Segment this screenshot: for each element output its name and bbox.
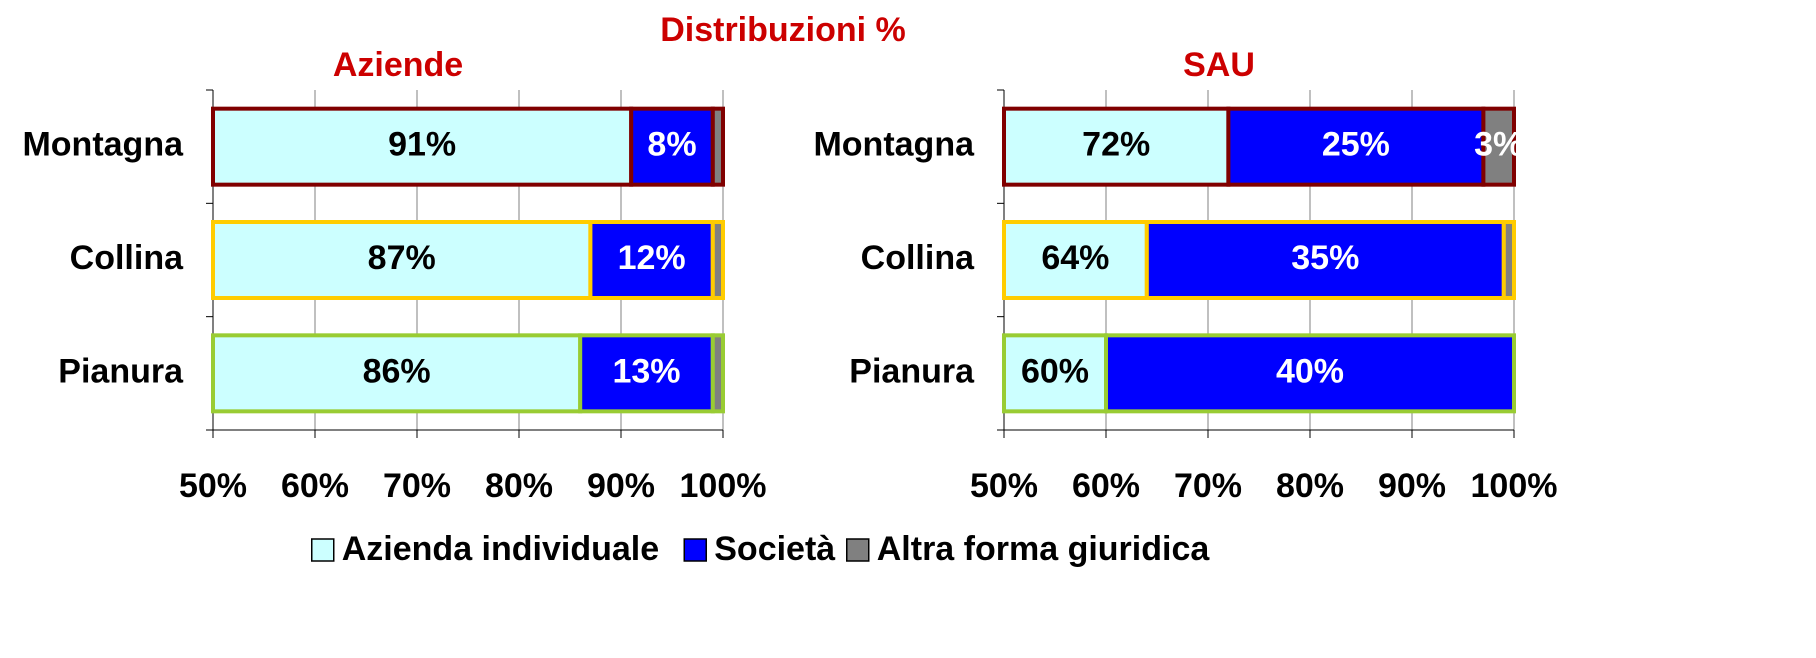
legend-swatch	[311, 538, 335, 562]
x-tick-label: 70%	[1174, 467, 1242, 505]
y-tick-label: Montagna	[813, 126, 975, 164]
data-label: 8%	[647, 126, 696, 164]
x-tick-label: 80%	[1276, 467, 1344, 505]
data-label: 40%	[1276, 352, 1344, 390]
y-tick-label: Collina	[861, 239, 975, 277]
data-label: 25%	[1322, 126, 1390, 164]
x-tick-label: 80%	[485, 467, 553, 505]
x-tick-label: 100%	[680, 467, 767, 505]
x-tick-label: 90%	[1378, 467, 1446, 505]
data-label: 60%	[1021, 352, 1089, 390]
data-label: 86%	[363, 352, 431, 390]
bar-segment	[710, 106, 725, 187]
subtitle: SAU	[1183, 46, 1255, 84]
data-label: 12%	[618, 239, 686, 277]
bar-segment	[588, 220, 715, 300]
bar-segment	[1226, 106, 1486, 187]
legend-label: Società	[714, 530, 835, 568]
bar-segment	[710, 333, 725, 414]
data-label: 13%	[612, 352, 680, 390]
bar-segment	[1002, 220, 1149, 300]
data-label: 35%	[1291, 239, 1359, 277]
bar-segment	[1002, 333, 1108, 414]
data-label: 64%	[1041, 239, 1109, 277]
x-tick-label: 60%	[1072, 467, 1140, 505]
chart-title: Distribuzioni %	[660, 11, 906, 49]
x-tick-label: 50%	[179, 467, 247, 505]
data-label: 72%	[1082, 126, 1150, 164]
subtitle: Aziende	[333, 46, 463, 84]
bar-segment	[1144, 220, 1506, 300]
y-tick-label: Montagna	[22, 126, 184, 164]
y-tick-label: Pianura	[58, 352, 184, 390]
bar-segment	[1104, 333, 1516, 414]
legend-label: Azienda individuale	[342, 530, 659, 568]
x-tick-label: 100%	[1471, 467, 1558, 505]
x-tick-label: 50%	[970, 467, 1038, 505]
legend-label: Altra forma giuridica	[877, 530, 1211, 568]
data-label: 87%	[368, 239, 436, 277]
x-tick-label: 60%	[281, 467, 349, 505]
x-tick-label: 70%	[383, 467, 451, 505]
legend-swatch	[846, 538, 870, 562]
data-label: 91%	[388, 126, 456, 164]
legend-swatch	[683, 538, 707, 562]
bar-segment	[1481, 106, 1517, 187]
y-tick-label: Pianura	[849, 352, 975, 390]
y-tick-label: Collina	[70, 239, 184, 277]
x-tick-label: 90%	[587, 467, 655, 505]
data-label: 3%	[1474, 126, 1523, 164]
bar-segment	[1501, 220, 1517, 300]
bar-segment	[710, 220, 725, 300]
bar-segment	[629, 106, 715, 187]
